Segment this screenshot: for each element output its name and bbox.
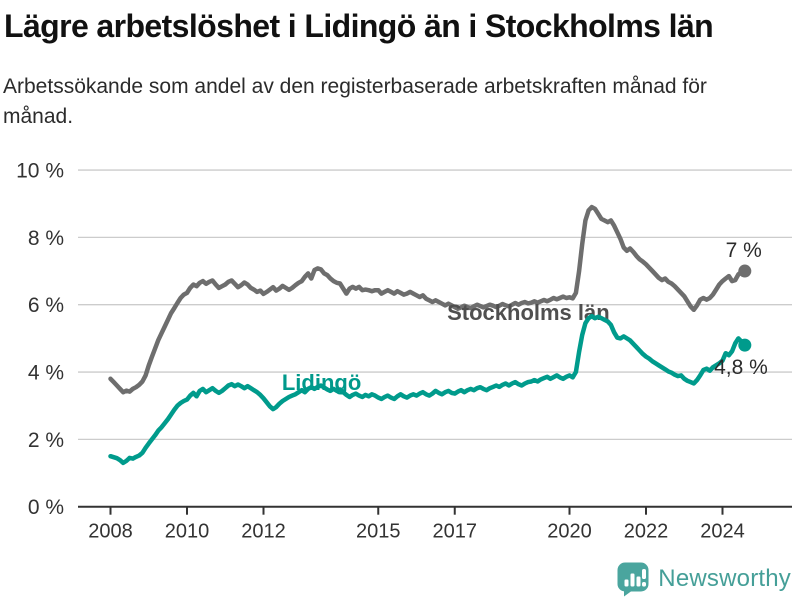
series-end-dot-lidingo xyxy=(738,338,752,352)
y-tick-label: 8 % xyxy=(28,227,64,250)
bar-chart-speech-bubble-icon xyxy=(617,562,649,597)
series-value-label-lidingo: 4,8 % xyxy=(714,356,768,379)
y-tick-label: 0 % xyxy=(28,496,64,519)
x-tick-label: 2012 xyxy=(241,521,286,543)
y-tick-label: 6 % xyxy=(28,294,64,317)
y-tick-label: 4 % xyxy=(28,362,64,385)
x-tick-label: 2024 xyxy=(700,521,745,543)
chart-canvas: 10 % 8 % 6 % 4 % 2 % 0 % 2008 2010 2012 2015 2017 2… xyxy=(16,160,792,543)
x-tick-label: 2017 xyxy=(433,521,478,543)
series-label-lidingo: Lidingö xyxy=(282,370,361,395)
newsworthy-logo-text: Newsworthy xyxy=(658,565,791,592)
x-tick-label: 2022 xyxy=(624,521,669,543)
series-line-lidingo xyxy=(108,313,748,466)
unemployment-line-chart: 10 % 8 % 6 % 4 % 2 % 0 % 2008 2010 2012 2015 2017 2… xyxy=(0,150,800,550)
newsworthy-logo: Newsworthy xyxy=(615,561,791,597)
x-tick-label: 2010 xyxy=(165,521,210,543)
y-tick-label: 2 % xyxy=(28,429,64,452)
y-tick-label: 10 % xyxy=(16,160,64,183)
page-title: Lägre arbetslöshet i Lidingö än i Stockh… xyxy=(4,8,714,44)
series-label-stockholms-lan: Stockholms län xyxy=(447,300,610,325)
chart-subtitle: Arbetssökande som andel av den registerb… xyxy=(3,75,707,128)
x-tick-label: 2015 xyxy=(356,521,401,543)
x-tick-label: 2008 xyxy=(88,521,133,543)
series-line-stockholms-lan xyxy=(108,204,748,395)
series-value-label-stockholms-lan: 7 % xyxy=(726,239,762,262)
x-tick-label: 2020 xyxy=(547,521,592,543)
series-end-dot-stockholms-lan xyxy=(738,264,752,278)
